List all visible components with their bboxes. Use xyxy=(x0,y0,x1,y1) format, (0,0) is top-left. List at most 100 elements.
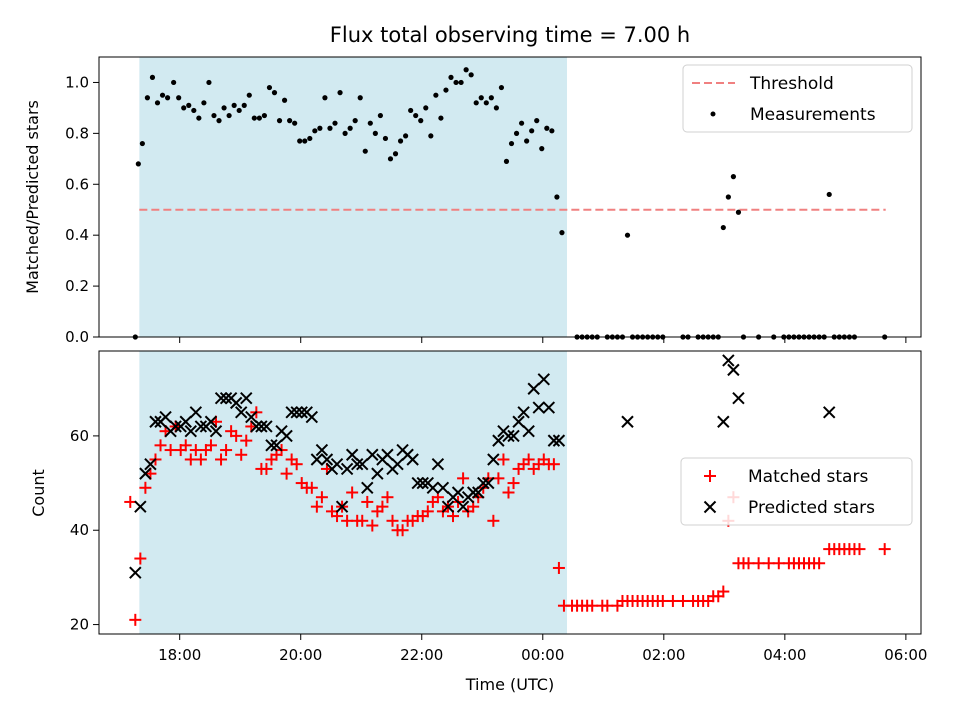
predicted-star-point xyxy=(255,420,268,433)
top-y-tick-label: 0.8 xyxy=(65,124,89,142)
measurement-point xyxy=(443,87,449,93)
measurement-point xyxy=(826,191,832,198)
measurement-point xyxy=(181,105,187,111)
predicted-star-point xyxy=(129,566,142,579)
predicted-star-point xyxy=(717,415,730,428)
measurement-point xyxy=(483,100,489,106)
matched-star-point xyxy=(280,467,293,480)
predicted-star-point xyxy=(245,410,258,424)
measurement-point xyxy=(164,95,171,101)
predicted-star-point xyxy=(229,396,243,410)
x-tick-label: 00:00 xyxy=(521,646,564,664)
predicted-star-point xyxy=(406,453,419,466)
matched-star-point xyxy=(235,448,248,461)
measurement-point xyxy=(271,90,278,96)
legend-measurements-swatch xyxy=(710,111,716,117)
predicted-star-point xyxy=(345,448,359,461)
measurement-point xyxy=(347,125,353,131)
predicted-star-point xyxy=(194,420,208,433)
predicted-star-point xyxy=(149,415,162,428)
predicted-star-point xyxy=(477,476,490,490)
matched-star-point xyxy=(376,500,389,513)
top-y-axis-ticks: 0.0 0.2 0.4 0.6 0.8 1.0 xyxy=(65,73,99,346)
predicted-star-point xyxy=(295,406,308,419)
top-y-tick-label: 0.2 xyxy=(65,277,89,295)
measurement-point xyxy=(196,115,202,121)
predicted-star-point xyxy=(722,354,735,367)
matched-star-point xyxy=(487,514,500,527)
measurement-point xyxy=(246,92,252,98)
predicted-star-point xyxy=(522,424,535,438)
matched-star-point xyxy=(742,557,755,570)
predicted-star-point xyxy=(411,476,424,490)
measurement-point xyxy=(559,230,565,236)
x-tick-label: 02:00 xyxy=(642,646,685,664)
measurement-point xyxy=(231,102,237,108)
predicted-star-point xyxy=(517,406,530,419)
measurement-point xyxy=(392,151,399,157)
measurement-point xyxy=(236,107,242,114)
measurement-point xyxy=(342,130,348,136)
predicted-star-point xyxy=(280,429,293,443)
predicted-star-point xyxy=(169,420,182,433)
x-tick-label: 20:00 xyxy=(279,646,322,664)
predicted-star-point xyxy=(179,415,192,428)
predicted-star-point xyxy=(209,424,223,438)
predicted-star-point xyxy=(542,401,556,414)
measurement-point xyxy=(149,74,156,80)
measurement-point xyxy=(403,133,409,139)
measurement-point xyxy=(154,100,161,106)
matched-star-point xyxy=(220,444,233,457)
measurement-point xyxy=(144,95,151,101)
predicted-star-point xyxy=(727,363,740,377)
measurement-point xyxy=(428,133,434,139)
bottom-legend: Matched stars Predicted stars xyxy=(680,457,913,526)
matched-star-point xyxy=(457,472,470,485)
matched-star-point xyxy=(356,514,369,527)
measurement-point xyxy=(473,100,479,106)
chart-title: Flux total observing time = 7.00 h xyxy=(330,23,690,47)
measurement-point xyxy=(493,105,499,111)
predicted-star-point xyxy=(320,453,334,466)
measurement-point xyxy=(518,120,525,126)
measurement-point xyxy=(337,90,343,96)
measurement-point xyxy=(544,125,550,131)
predicted-star-point xyxy=(527,382,540,395)
bottom-y-tick-label: 40 xyxy=(70,521,89,539)
measurement-point xyxy=(171,79,177,86)
legend-predicted-label: Predicted stars xyxy=(748,498,875,518)
measurement-point xyxy=(332,120,338,126)
predicted-star-point xyxy=(502,429,515,443)
matched-star-point xyxy=(666,594,679,607)
measurement-point xyxy=(176,95,182,101)
predicted-star-point xyxy=(436,481,450,494)
measurement-point xyxy=(211,112,217,119)
predicted-star-point xyxy=(492,434,505,447)
matched-star-point xyxy=(813,557,826,570)
top-y-tick-label: 0.4 xyxy=(65,226,89,244)
matched-star-point xyxy=(676,594,689,607)
predicted-star-point xyxy=(552,434,566,447)
matched-star-point xyxy=(290,458,303,471)
predicted-star-point xyxy=(431,457,445,471)
measurement-point xyxy=(549,128,555,134)
measurement-point xyxy=(720,224,726,231)
predicted-star-point xyxy=(621,415,634,428)
measurement-point xyxy=(377,112,383,119)
measurement-point xyxy=(397,138,404,144)
predicted-star-point xyxy=(532,401,545,414)
predicted-star-point xyxy=(144,457,157,471)
matched-star-point xyxy=(522,453,535,466)
predicted-star-point xyxy=(265,439,278,452)
predicted-star-point xyxy=(240,391,253,405)
predicted-star-point xyxy=(547,434,561,447)
measurement-point xyxy=(352,118,358,124)
measurement-point xyxy=(408,107,414,114)
measurement-point xyxy=(624,232,631,238)
matched-star-point xyxy=(507,477,520,490)
measurement-point xyxy=(159,92,166,98)
measurement-point xyxy=(488,95,494,101)
measurement-point xyxy=(433,92,439,98)
x-tick-label: 18:00 xyxy=(158,646,201,664)
measurement-point xyxy=(498,84,505,91)
